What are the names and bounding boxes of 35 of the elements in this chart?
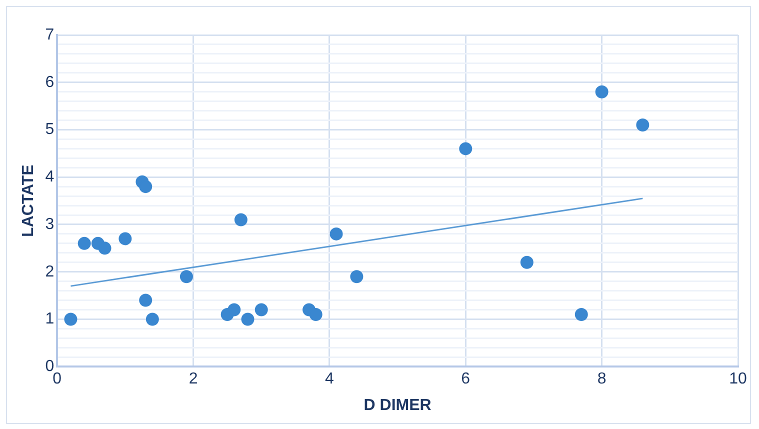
point (309, 308, 322, 321)
point (241, 312, 254, 326)
y-tick-label: 6 (45, 74, 54, 91)
point (64, 312, 78, 326)
y-tick-label: 4 (45, 168, 54, 186)
x-tick-label: 10 (729, 370, 747, 388)
point (520, 256, 534, 269)
x-tick-label: 2 (188, 370, 198, 388)
y-tick-label: 2 (45, 263, 54, 280)
point (180, 270, 193, 284)
y-tick-label: 3 (45, 216, 54, 233)
point (98, 242, 112, 255)
y-tick-label: 7 (45, 26, 54, 44)
point (139, 294, 152, 307)
point (146, 312, 159, 326)
x-axis-title: D DIMER (364, 396, 432, 414)
point (254, 303, 268, 316)
x-tick-label: 6 (461, 370, 470, 388)
point (78, 236, 91, 250)
point (574, 308, 588, 321)
point (228, 303, 241, 316)
point (330, 227, 343, 240)
point (595, 85, 608, 98)
point (234, 213, 248, 226)
x-tick-label: 4 (325, 370, 334, 388)
point (118, 232, 132, 246)
x-tick-label: 8 (597, 370, 606, 388)
point (139, 180, 152, 194)
y-tick-label: 5 (45, 121, 54, 138)
y-tick-label: 1 (45, 310, 54, 328)
point (636, 118, 650, 132)
point (459, 142, 472, 156)
y-axis-title: LACTATE (20, 164, 38, 237)
point (350, 270, 364, 284)
y-tick-label: 0 (45, 358, 54, 376)
